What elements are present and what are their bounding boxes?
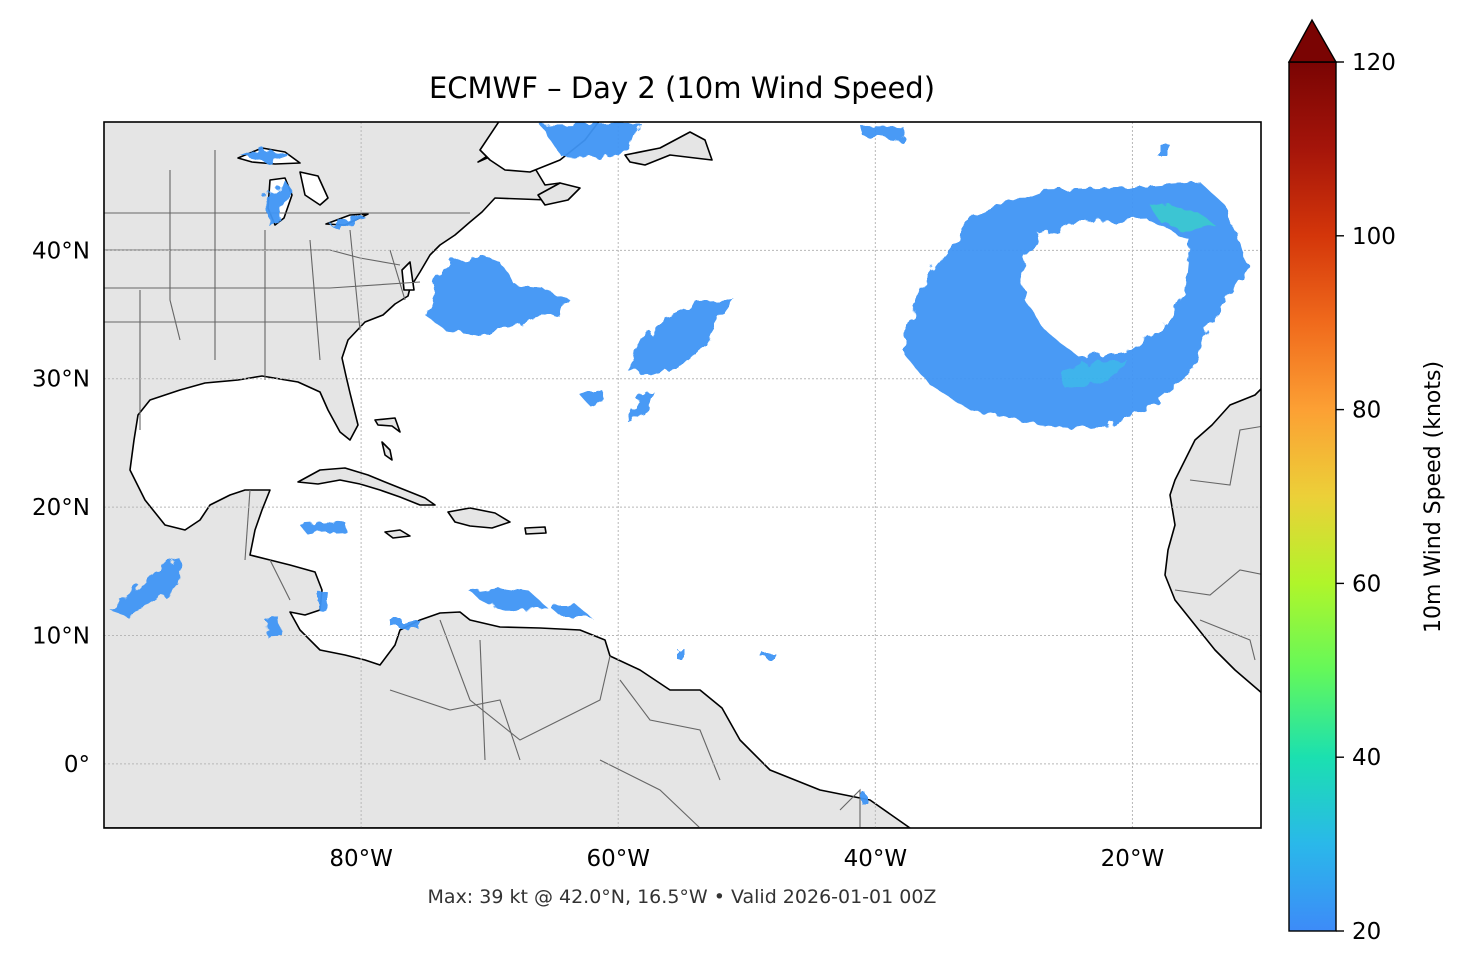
map-title: ECMWF – Day 2 (10m Wind Speed) [429, 71, 935, 105]
lon-tick-label: 60°W [586, 846, 650, 872]
lat-tick-label: 10°N [32, 623, 90, 649]
lon-tick-label: 20°W [1101, 846, 1165, 872]
cuba [297, 467, 436, 506]
colorbar-tick-label: 60 [1352, 571, 1381, 597]
colorbar-label: 10m Wind Speed (knots) [1421, 361, 1446, 633]
colorbar-tick-label: 80 [1352, 398, 1381, 424]
nova-scotia [537, 182, 581, 206]
wind-region-mid-atlantic-tail [580, 388, 655, 420]
map-panel: 40°N 30°N 20°N 10°N 0° 80°W 60°W 40°W 20°W [32, 121, 1262, 872]
colorbar-tick-label: 20 [1352, 919, 1381, 945]
wind-region-mid-atlantic [625, 300, 735, 375]
lat-tick-label: 0° [64, 752, 90, 778]
lon-tick-label: 40°W [844, 846, 908, 872]
lat-tick-label: 40°N [32, 238, 90, 264]
puerto-rico [524, 526, 547, 535]
bahamas-2 [381, 441, 393, 461]
wind-region-cyclone-core [1060, 360, 1130, 388]
hispaniola [447, 507, 511, 529]
colorbar: 20 40 60 80 100 120 10m Wind Speed (knots) [1287, 18, 1446, 945]
north-america-land [104, 122, 911, 828]
wind-region-tehuantepec [110, 560, 182, 615]
colorbar-extend-arrow [1287, 18, 1338, 63]
lat-tick-label: 20°N [32, 495, 90, 521]
africa-land [1164, 387, 1261, 694]
colorbar-tick-label: 40 [1352, 745, 1381, 771]
map-frame [103, 121, 1262, 829]
latitude-axis: 40°N 30°N 20°N 10°N 0° [32, 238, 90, 777]
lat-tick-label: 30°N [32, 367, 90, 393]
colorbar-ticks: 20 40 60 80 100 120 [1336, 50, 1396, 945]
wind-region-west-atlantic [425, 255, 570, 335]
land-layer [104, 122, 1261, 828]
wind-region-lakes [240, 148, 368, 230]
longitude-axis: 80°W 60°W 40°W 20°W [329, 846, 1164, 872]
wind-region-caribbean [470, 588, 590, 616]
lake-huron [299, 171, 329, 206]
wind-field [110, 122, 1248, 803]
colorbar-tick-label: 120 [1352, 50, 1396, 76]
colorbar-tick-label: 100 [1352, 224, 1396, 250]
wind-region-st-lawrence [540, 122, 905, 160]
lon-tick-label: 80°W [329, 846, 393, 872]
bahamas-1 [374, 417, 401, 433]
colorbar-gradient [1288, 61, 1337, 932]
wind-region-cyclone-band [1150, 205, 1215, 232]
newfoundland [624, 131, 713, 166]
wind-region-cyclone [905, 182, 1248, 430]
footer-info: Max: 39 kt @ 42.0°N, 16.5°W • Valid 2026… [428, 886, 937, 908]
political-borders [104, 150, 1261, 828]
jamaica [384, 529, 411, 539]
